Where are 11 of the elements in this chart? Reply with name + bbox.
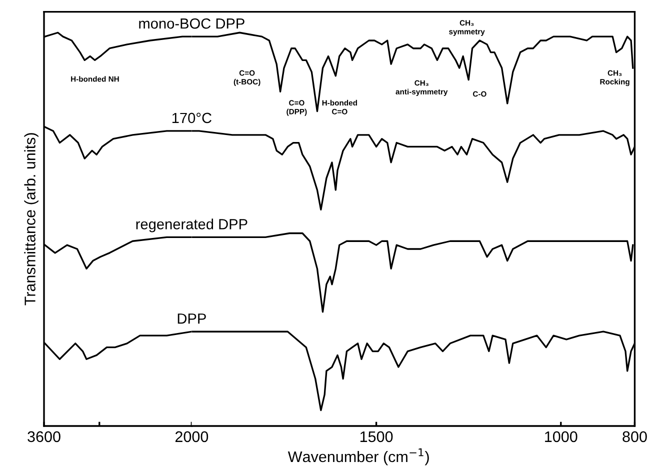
x-tick-label: 1500 (360, 431, 393, 442)
x-tick-label: 800 (622, 431, 647, 442)
series-label: 170°C (172, 112, 212, 124)
x-tick-label: 3600 (28, 431, 60, 442)
series-label: DPP (178, 314, 206, 324)
x-axis-title: Wavenumber (cm$^{−1}$) (288, 448, 429, 466)
x-tick-label: 1000 (545, 431, 578, 442)
y-axis-title: Transmittance (arb. units) (24, 133, 38, 306)
x-tick-label: 2000 (175, 431, 208, 442)
series-label: regenerated DPP (136, 218, 248, 232)
series-label: mono-BOC DPP (139, 18, 244, 29)
